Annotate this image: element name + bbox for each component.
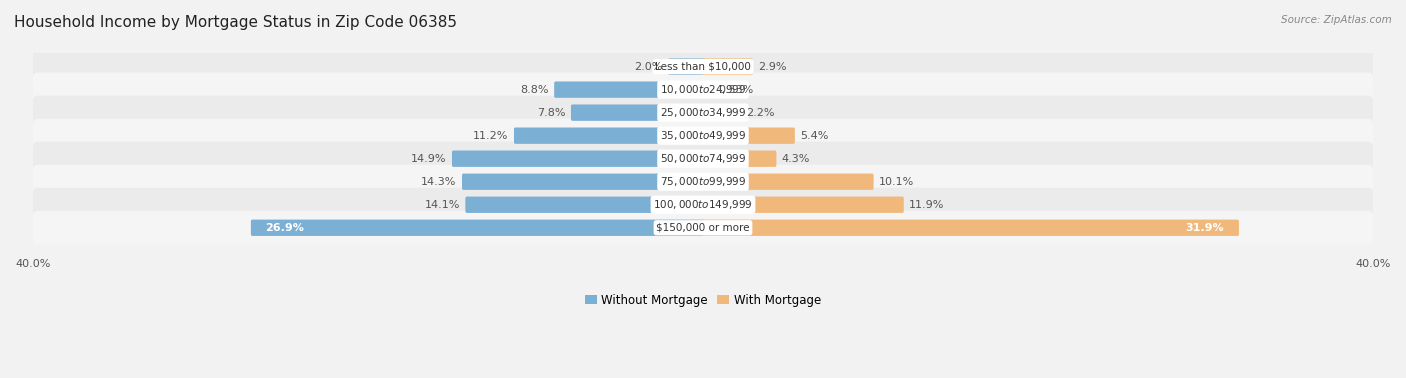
FancyBboxPatch shape bbox=[702, 59, 754, 75]
FancyBboxPatch shape bbox=[702, 220, 1239, 236]
FancyBboxPatch shape bbox=[32, 211, 1374, 245]
FancyBboxPatch shape bbox=[702, 127, 794, 144]
Text: 31.9%: 31.9% bbox=[1185, 223, 1225, 233]
Text: 2.9%: 2.9% bbox=[758, 62, 787, 71]
FancyBboxPatch shape bbox=[515, 127, 704, 144]
FancyBboxPatch shape bbox=[702, 174, 873, 190]
Text: 2.2%: 2.2% bbox=[747, 108, 775, 118]
Text: 26.9%: 26.9% bbox=[266, 223, 305, 233]
Legend: Without Mortgage, With Mortgage: Without Mortgage, With Mortgage bbox=[581, 289, 825, 311]
Text: $50,000 to $74,999: $50,000 to $74,999 bbox=[659, 152, 747, 165]
FancyBboxPatch shape bbox=[702, 82, 713, 98]
Text: $100,000 to $149,999: $100,000 to $149,999 bbox=[654, 198, 752, 211]
Text: $150,000 or more: $150,000 or more bbox=[657, 223, 749, 233]
Text: 14.3%: 14.3% bbox=[422, 177, 457, 187]
FancyBboxPatch shape bbox=[668, 59, 704, 75]
FancyBboxPatch shape bbox=[32, 188, 1374, 222]
FancyBboxPatch shape bbox=[250, 220, 704, 236]
Text: Less than $10,000: Less than $10,000 bbox=[655, 62, 751, 71]
Text: Source: ZipAtlas.com: Source: ZipAtlas.com bbox=[1281, 15, 1392, 25]
FancyBboxPatch shape bbox=[463, 174, 704, 190]
Text: 0.53%: 0.53% bbox=[718, 85, 754, 94]
Text: $10,000 to $24,999: $10,000 to $24,999 bbox=[659, 83, 747, 96]
Text: 14.1%: 14.1% bbox=[425, 200, 460, 210]
Text: $35,000 to $49,999: $35,000 to $49,999 bbox=[659, 129, 747, 142]
FancyBboxPatch shape bbox=[451, 150, 704, 167]
Text: 8.8%: 8.8% bbox=[520, 85, 548, 94]
Text: 7.8%: 7.8% bbox=[537, 108, 565, 118]
FancyBboxPatch shape bbox=[32, 119, 1374, 153]
FancyBboxPatch shape bbox=[32, 96, 1374, 130]
Text: 4.3%: 4.3% bbox=[782, 154, 810, 164]
Text: Household Income by Mortgage Status in Zip Code 06385: Household Income by Mortgage Status in Z… bbox=[14, 15, 457, 30]
Text: 11.9%: 11.9% bbox=[910, 200, 945, 210]
FancyBboxPatch shape bbox=[702, 197, 904, 213]
Text: $75,000 to $99,999: $75,000 to $99,999 bbox=[659, 175, 747, 188]
Text: 10.1%: 10.1% bbox=[879, 177, 914, 187]
FancyBboxPatch shape bbox=[554, 82, 704, 98]
Text: 11.2%: 11.2% bbox=[474, 131, 509, 141]
Text: 14.9%: 14.9% bbox=[411, 154, 447, 164]
Text: $25,000 to $34,999: $25,000 to $34,999 bbox=[659, 106, 747, 119]
FancyBboxPatch shape bbox=[465, 197, 704, 213]
FancyBboxPatch shape bbox=[32, 142, 1374, 176]
Text: 5.4%: 5.4% bbox=[800, 131, 828, 141]
FancyBboxPatch shape bbox=[571, 104, 704, 121]
FancyBboxPatch shape bbox=[32, 73, 1374, 107]
Text: 2.0%: 2.0% bbox=[634, 62, 662, 71]
FancyBboxPatch shape bbox=[32, 50, 1374, 84]
FancyBboxPatch shape bbox=[702, 104, 741, 121]
FancyBboxPatch shape bbox=[702, 150, 776, 167]
FancyBboxPatch shape bbox=[32, 165, 1374, 199]
